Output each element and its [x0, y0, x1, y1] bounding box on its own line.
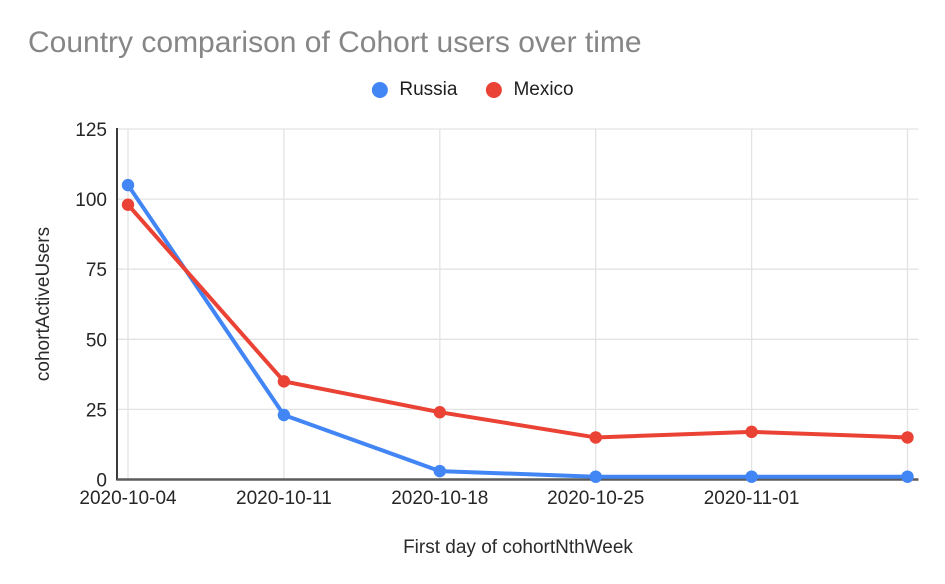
y-tick-label: 100 — [75, 190, 107, 211]
x-tick-label: 2020-11-01 — [704, 488, 800, 509]
data-point-russia — [901, 470, 914, 483]
data-point-mexico — [433, 406, 446, 419]
legend-dot-mexico-icon — [485, 82, 502, 98]
chart-title: Country comparison of Cohort users over … — [28, 26, 642, 59]
legend-label: Mexico — [513, 79, 574, 100]
y-tick-label: 125 — [75, 120, 107, 141]
data-point-mexico — [745, 425, 758, 439]
y-tick-label: 25 — [86, 400, 107, 421]
legend-item-russia: Russia — [371, 79, 457, 101]
data-point-mexico — [589, 431, 602, 444]
x-axis-title: First day of cohortNthWeek — [403, 537, 633, 558]
x-tick-label: 2020-10-04 — [79, 488, 177, 509]
x-tick-label: 2020-10-25 — [547, 488, 644, 509]
y-tick-label: 50 — [86, 330, 107, 351]
series-line-mexico — [126, 202, 910, 440]
data-point-russia — [277, 408, 291, 422]
legend-label: Russia — [399, 79, 458, 100]
data-point-russia — [121, 178, 135, 192]
series-line-russia — [126, 183, 910, 479]
legend-dot-russia-icon — [371, 82, 388, 98]
y-tick-label: 75 — [86, 260, 107, 281]
data-point-mexico — [121, 198, 135, 211]
legend-item-mexico: Mexico — [485, 79, 574, 101]
y-tick-label: 0 — [96, 471, 107, 492]
data-point-mexico — [277, 375, 291, 388]
chart-legend: Russia Mexico — [371, 79, 574, 101]
x-tick-label: 2020-10-11 — [236, 488, 332, 509]
data-point-mexico — [901, 431, 914, 444]
x-tick-label: 2020-10-18 — [391, 488, 488, 509]
data-point-russia — [745, 470, 758, 483]
data-point-russia — [589, 470, 602, 483]
data-point-russia — [433, 464, 446, 478]
